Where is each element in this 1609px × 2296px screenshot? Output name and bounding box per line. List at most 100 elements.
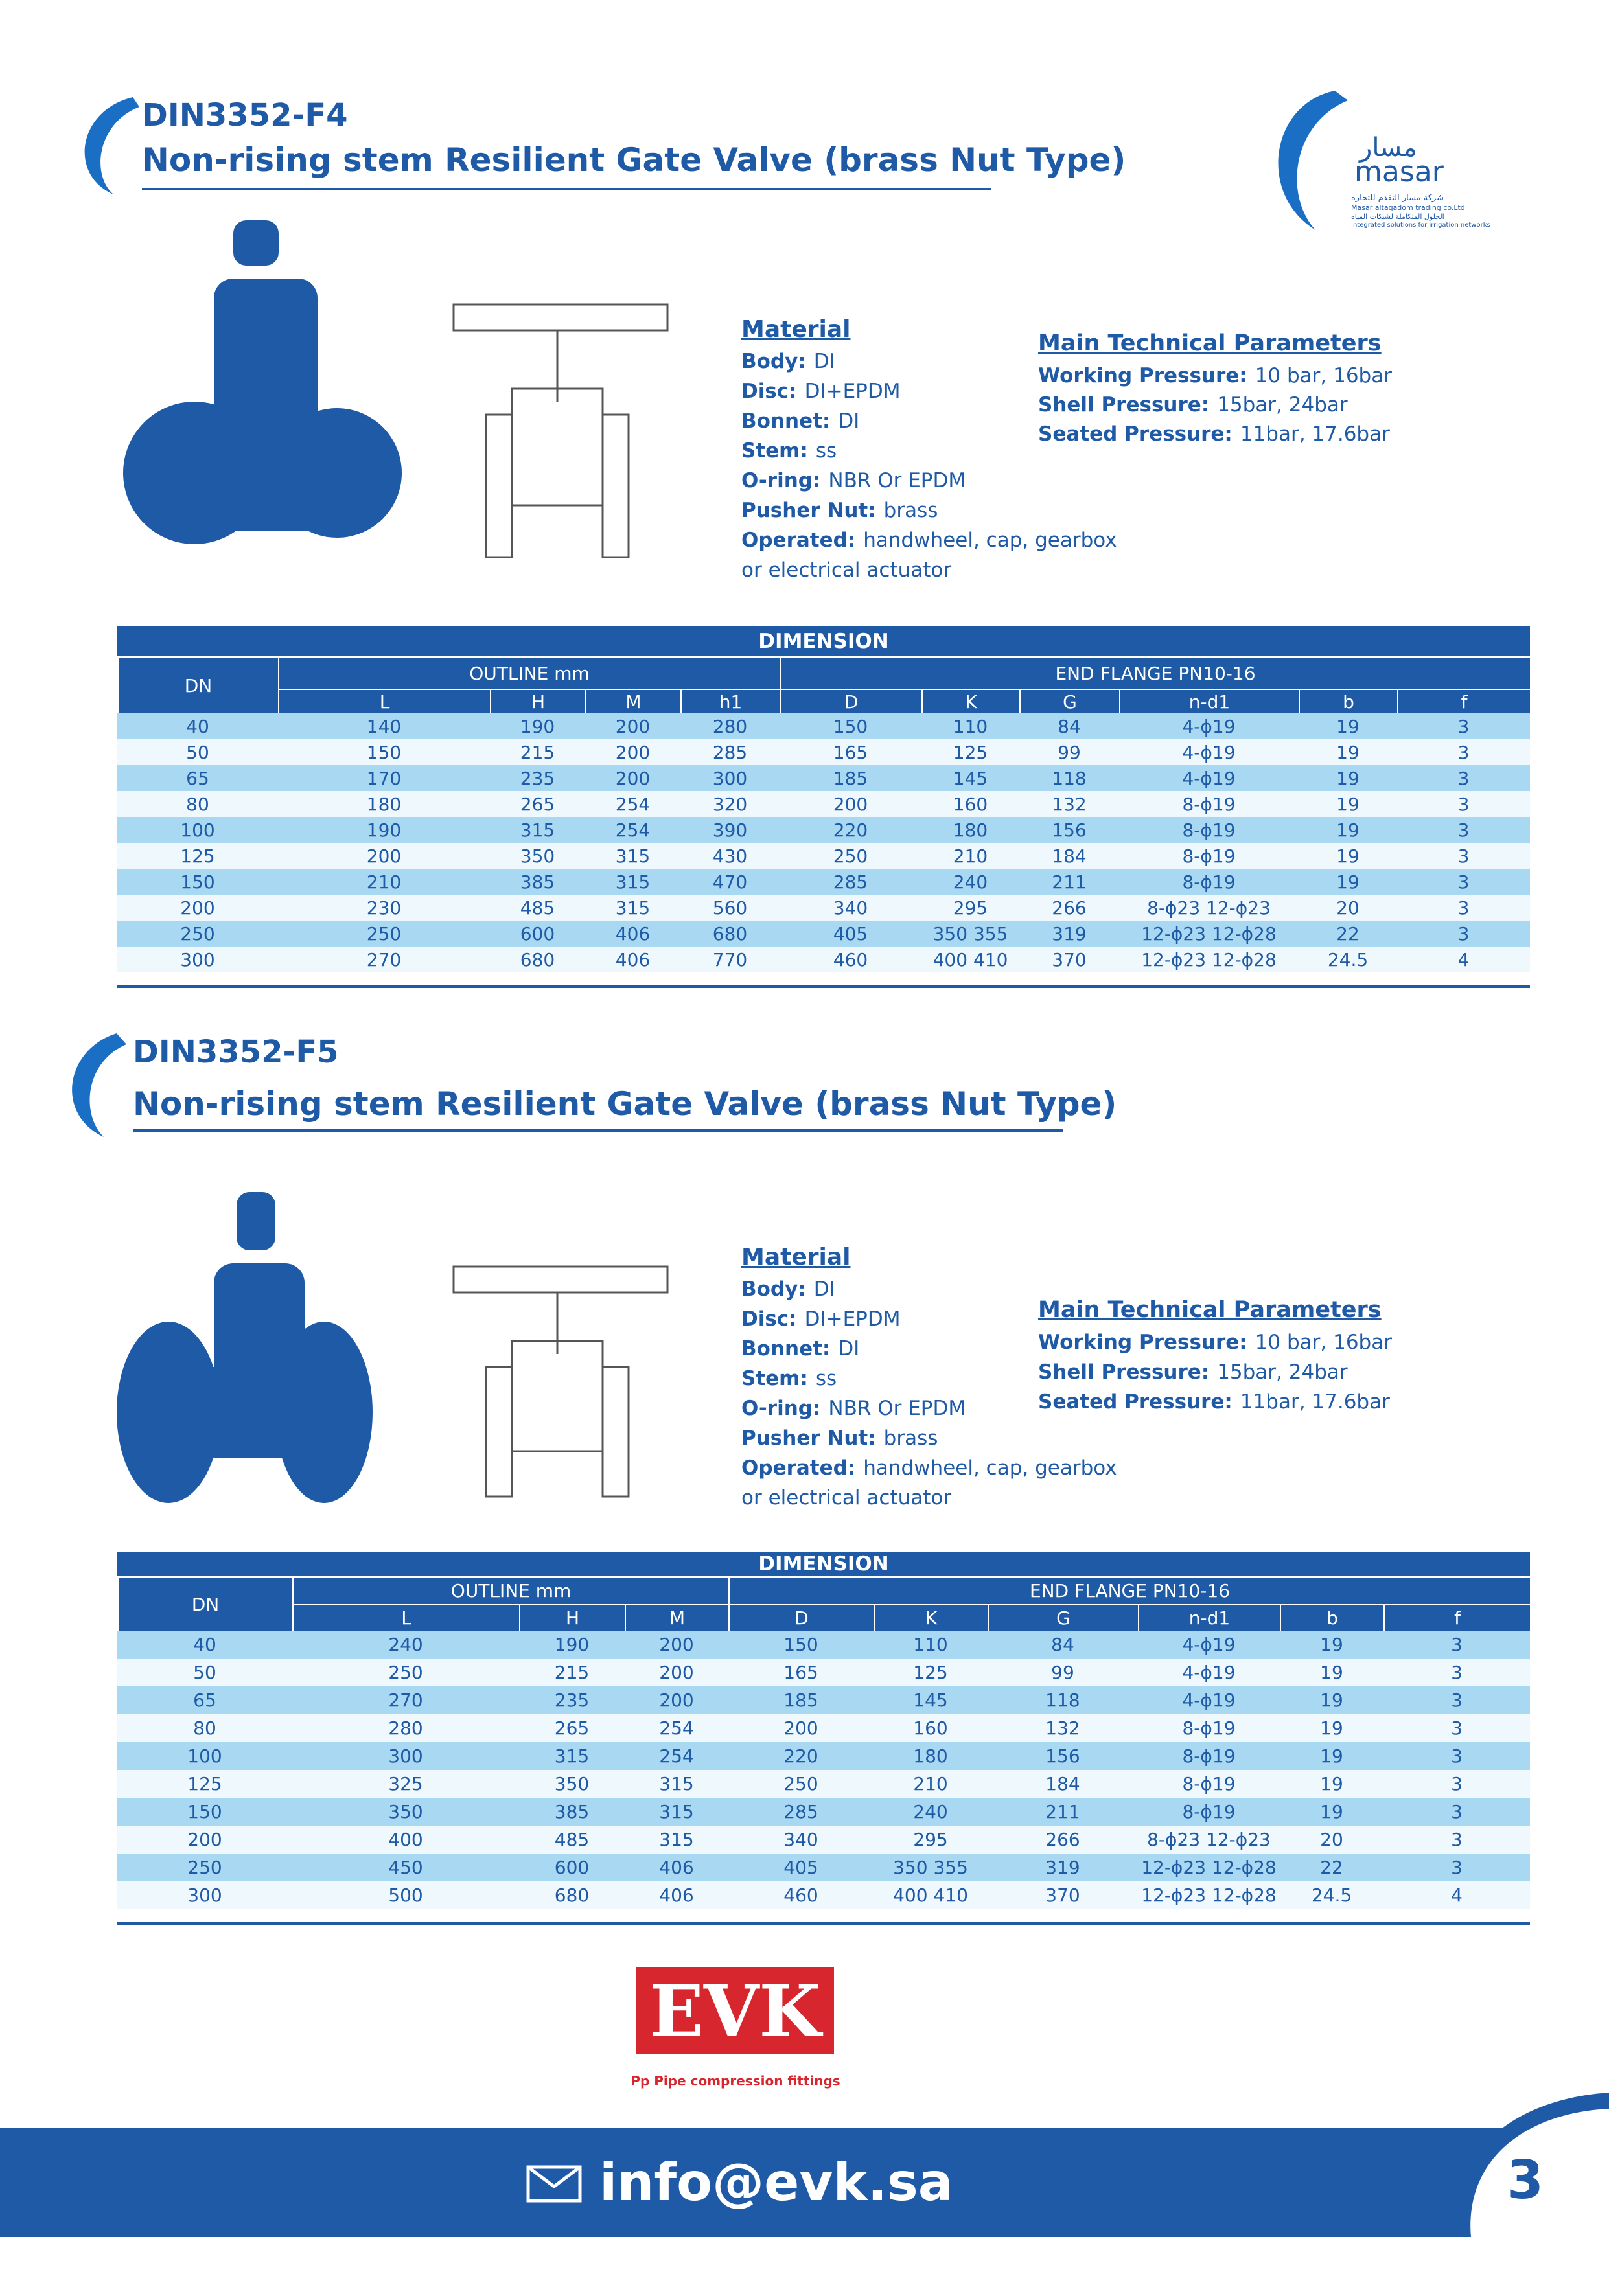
table-cell: 24.5: [1299, 947, 1397, 972]
logo-text: Masar altaqadom trading co.Ltd: [1351, 203, 1465, 212]
product-title: Non-rising stem Resilient Gate Valve (br…: [142, 141, 1126, 179]
table-cell: 210: [278, 869, 490, 895]
material-item: Bonnet: DI: [741, 409, 859, 433]
label: O-ring:: [741, 469, 821, 492]
table-cell: 3: [1397, 843, 1530, 869]
footer-email[interactable]: info@evk.sa: [599, 2152, 953, 2212]
group-header: OUTLINE mm: [278, 656, 780, 689]
label: Body:: [741, 350, 806, 373]
dn-header: DN: [117, 656, 278, 713]
table-cell: 3: [1383, 1659, 1530, 1686]
table-cell: 295: [921, 895, 1019, 921]
table-cell: 4-ϕ19: [1138, 1659, 1280, 1686]
table-cell: 315: [625, 1826, 728, 1854]
column-header: H: [490, 689, 585, 713]
label: Seated Pressure:: [1038, 1390, 1233, 1414]
table-cell: 19: [1280, 1631, 1383, 1659]
material-extra: or electrical actuator: [741, 1486, 952, 1510]
table-cell: 200: [728, 1714, 874, 1742]
table-cell: 19: [1280, 1659, 1383, 1686]
value: 15bar, 24bar: [1217, 393, 1348, 417]
material-item: Disc: DI+EPDM: [741, 1307, 900, 1331]
table-cell: 150: [780, 713, 921, 739]
column-header: M: [585, 689, 680, 713]
table-cell: 560: [680, 895, 780, 921]
table-cell: 405: [728, 1854, 874, 1881]
table-cell: 19: [1299, 739, 1397, 765]
column-header: M: [625, 1604, 728, 1631]
table-cell: 315: [519, 1742, 625, 1770]
table-cell: 200: [117, 895, 278, 921]
table-cell: 406: [625, 1854, 728, 1881]
table-cell: 680: [519, 1881, 625, 1909]
value: DI: [838, 409, 860, 433]
table-cell: 3: [1397, 869, 1530, 895]
value: brass: [883, 1427, 938, 1450]
table-cell: 4-ϕ19: [1119, 739, 1299, 765]
table-cell: 160: [921, 791, 1019, 817]
table-cell: 19: [1299, 817, 1397, 843]
table-cell: 40: [117, 1631, 292, 1659]
value: DI+EPDM: [804, 1307, 901, 1331]
table-cell: 12-ϕ23 12-ϕ28: [1119, 947, 1299, 972]
table-cell: 3: [1383, 1742, 1530, 1770]
material-item: Stem: ss: [741, 1367, 837, 1390]
material-item: Pusher Nut: brass: [741, 1427, 938, 1450]
table-cell: 450: [292, 1854, 519, 1881]
table-cell: 19: [1299, 713, 1397, 739]
table-cell: 680: [490, 947, 585, 972]
table-cell: 3: [1383, 1631, 1530, 1659]
table-cell: 215: [490, 739, 585, 765]
table-cell: 132: [988, 1714, 1138, 1742]
product-code: DIN3352-F5: [133, 1034, 339, 1070]
table-cell: 3: [1397, 713, 1530, 739]
value: ss: [815, 439, 837, 463]
label: Shell Pressure:: [1038, 1360, 1210, 1384]
table-cell: 125: [117, 843, 278, 869]
table-cell: 3: [1397, 817, 1530, 843]
label: Bonnet:: [741, 409, 831, 433]
logo-text: Integrated solutions for irrigation netw…: [1351, 222, 1490, 229]
material-item: Operated: handwheel, cap, gearbox: [741, 529, 1117, 552]
table-cell: 325: [292, 1770, 519, 1798]
table-cell: 50: [117, 1659, 292, 1686]
material-item: Stem: ss: [741, 439, 837, 463]
table-cell: 210: [921, 843, 1019, 869]
table-cell: 118: [988, 1686, 1138, 1714]
table-cell: 19: [1280, 1742, 1383, 1770]
table-cell: 8-ϕ19: [1138, 1770, 1280, 1798]
logo-text: شركة مسار التقدم للتجارة: [1351, 193, 1444, 203]
table-cell: 65: [117, 765, 278, 791]
table-cell: 20: [1280, 1826, 1383, 1854]
table-cell: 4-ϕ19: [1138, 1686, 1280, 1714]
value: 10 bar, 16bar: [1255, 1331, 1392, 1354]
table-cell: 385: [519, 1798, 625, 1826]
table-cell: 250: [780, 843, 921, 869]
table-cell: 300: [292, 1742, 519, 1770]
material-item: Operated: handwheel, cap, gearbox: [741, 1456, 1117, 1480]
table-cell: 3: [1383, 1686, 1530, 1714]
column-header: h1: [680, 689, 780, 713]
column-header: n-d1: [1138, 1604, 1280, 1631]
table-cell: 470: [680, 869, 780, 895]
logo-arabic: مسار: [1360, 133, 1417, 163]
drawing: [452, 303, 669, 1498]
label: Working Pressure:: [1038, 364, 1247, 387]
table-cell: 350 355: [874, 1854, 988, 1881]
column-header: K: [874, 1604, 988, 1631]
table-cell: 254: [625, 1742, 728, 1770]
table-cell: 12-ϕ23 12-ϕ28: [1119, 921, 1299, 947]
table-cell: 19: [1280, 1714, 1383, 1742]
logo-arc: [1278, 91, 1348, 230]
table-cell: 240: [292, 1631, 519, 1659]
table-cell: 270: [292, 1686, 519, 1714]
value: 11bar, 17.6bar: [1240, 1390, 1390, 1414]
table-cell: 220: [728, 1742, 874, 1770]
table-cell: 285: [780, 869, 921, 895]
mail-icon: [526, 2165, 582, 2203]
table-cell: 8-ϕ19: [1119, 843, 1299, 869]
arc: [84, 97, 139, 194]
column-header: f: [1397, 689, 1530, 713]
column-header: L: [292, 1604, 519, 1631]
label: Pusher Nut:: [741, 1427, 876, 1450]
